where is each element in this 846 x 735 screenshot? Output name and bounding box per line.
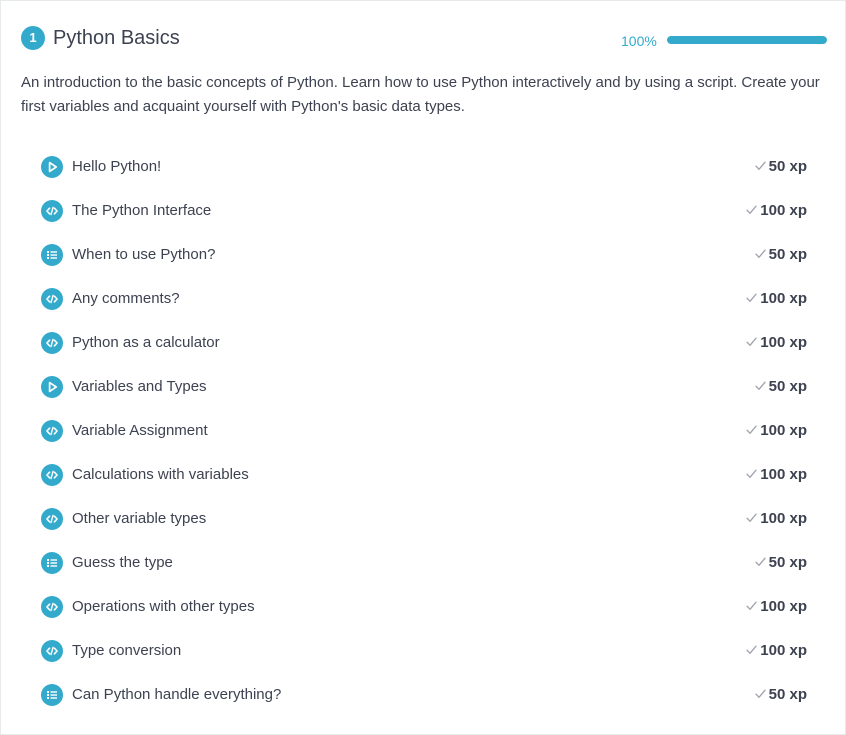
code-icon (41, 332, 63, 354)
exercise-item[interactable]: Python as a calculator 100 xp (41, 321, 807, 365)
exercise-xp-value: 100 xp (760, 422, 807, 439)
multiple-choice-icon (41, 552, 63, 574)
exercise-item[interactable]: Variables and Types 50 xp (41, 365, 807, 409)
exercise-xp-value: 50 xp (768, 246, 807, 263)
exercise-title[interactable]: When to use Python? (72, 246, 216, 263)
check-icon (754, 158, 769, 175)
exercise-xp: 100 xp (746, 465, 807, 485)
check-icon (746, 642, 760, 659)
multiple-choice-icon (41, 684, 63, 706)
exercise-xp: 50 xp (754, 245, 807, 265)
code-icon (41, 288, 63, 310)
exercise-item[interactable]: The Python Interface 100 xp (41, 189, 807, 233)
exercise-xp-value: 50 xp (768, 554, 807, 571)
exercise-xp: 50 xp (754, 377, 807, 397)
chapter-header: 1 Python Basics 100% (21, 25, 827, 53)
progress-bar (667, 36, 827, 44)
exercise-item[interactable]: Other variable types 100 xp (41, 497, 807, 541)
check-icon (746, 422, 760, 439)
exercise-item[interactable]: Can Python handle everything? 50 xp (41, 673, 807, 717)
exercise-item[interactable]: Hello Python! 50 xp (41, 145, 807, 189)
check-icon (754, 686, 769, 703)
exercise-xp: 100 xp (746, 421, 807, 441)
exercise-xp-value: 100 xp (760, 290, 807, 307)
check-icon (754, 378, 769, 395)
chapter-number-badge: 1 (21, 26, 45, 50)
code-icon (41, 420, 63, 442)
exercise-title[interactable]: Operations with other types (72, 598, 255, 615)
exercise-item[interactable]: Type conversion 100 xp (41, 629, 807, 673)
check-icon (754, 246, 769, 263)
exercise-xp: 100 xp (746, 597, 807, 617)
exercise-xp-value: 50 xp (768, 158, 807, 175)
exercise-list: Hello Python! 50 xp The Python Interface 10… (41, 145, 807, 717)
exercise-title[interactable]: Other variable types (72, 510, 207, 527)
check-icon (746, 510, 760, 527)
exercise-xp: 100 xp (746, 201, 807, 221)
progress-bar-fill (667, 36, 827, 44)
check-icon (746, 598, 760, 615)
exercise-item[interactable]: Operations with other types 100 xp (41, 585, 807, 629)
exercise-title[interactable]: Any comments? (72, 290, 180, 307)
exercise-xp: 100 xp (746, 289, 807, 309)
code-icon (41, 464, 63, 486)
video-play-icon (41, 376, 63, 398)
video-play-icon (41, 156, 63, 178)
code-icon (41, 640, 63, 662)
code-icon (41, 596, 63, 618)
exercise-item[interactable]: When to use Python? 50 xp (41, 233, 807, 277)
code-icon (41, 200, 63, 222)
exercise-xp-value: 100 xp (760, 642, 807, 659)
exercise-xp-value: 100 xp (760, 466, 807, 483)
exercise-xp: 100 xp (746, 641, 807, 661)
exercise-xp: 50 xp (754, 157, 807, 177)
exercise-xp-value: 100 xp (760, 334, 807, 351)
check-icon (746, 290, 760, 307)
check-icon (746, 202, 760, 219)
exercise-xp: 50 xp (754, 553, 807, 573)
exercise-xp-value: 50 xp (768, 378, 807, 395)
exercise-title[interactable]: Variable Assignment (72, 422, 208, 439)
exercise-title[interactable]: Python as a calculator (72, 334, 220, 351)
check-icon (746, 466, 760, 483)
chapter-title[interactable]: Python Basics (53, 27, 180, 49)
exercise-title[interactable]: Guess the type (72, 554, 173, 571)
exercise-item[interactable]: Calculations with variables 100 xp (41, 453, 807, 497)
exercise-item[interactable]: Guess the type 50 xp (41, 541, 807, 585)
exercise-xp-value: 100 xp (760, 202, 807, 219)
exercise-title[interactable]: Type conversion (72, 642, 182, 659)
exercise-xp-value: 100 xp (760, 510, 807, 527)
exercise-title[interactable]: Calculations with variables (72, 466, 249, 483)
exercise-item[interactable]: Any comments? 100 xp (41, 277, 807, 321)
check-icon (746, 334, 760, 351)
exercise-xp-value: 100 xp (760, 598, 807, 615)
chapter-description: An introduction to the basic concepts of… (21, 74, 820, 115)
check-icon (754, 554, 769, 571)
exercise-title[interactable]: Variables and Types (72, 378, 207, 395)
exercise-xp: 50 xp (754, 685, 807, 705)
multiple-choice-icon (41, 244, 63, 266)
exercise-title[interactable]: Hello Python! (72, 158, 162, 175)
code-icon (41, 508, 63, 530)
exercise-xp: 100 xp (746, 509, 807, 529)
exercise-title[interactable]: The Python Interface (72, 202, 212, 219)
exercise-item[interactable]: Variable Assignment 100 xp (41, 409, 807, 453)
exercise-xp-value: 50 xp (768, 686, 807, 703)
exercise-xp: 100 xp (746, 333, 807, 353)
exercise-title[interactable]: Can Python handle everything? (72, 686, 282, 703)
progress-label: 100% (621, 33, 657, 49)
